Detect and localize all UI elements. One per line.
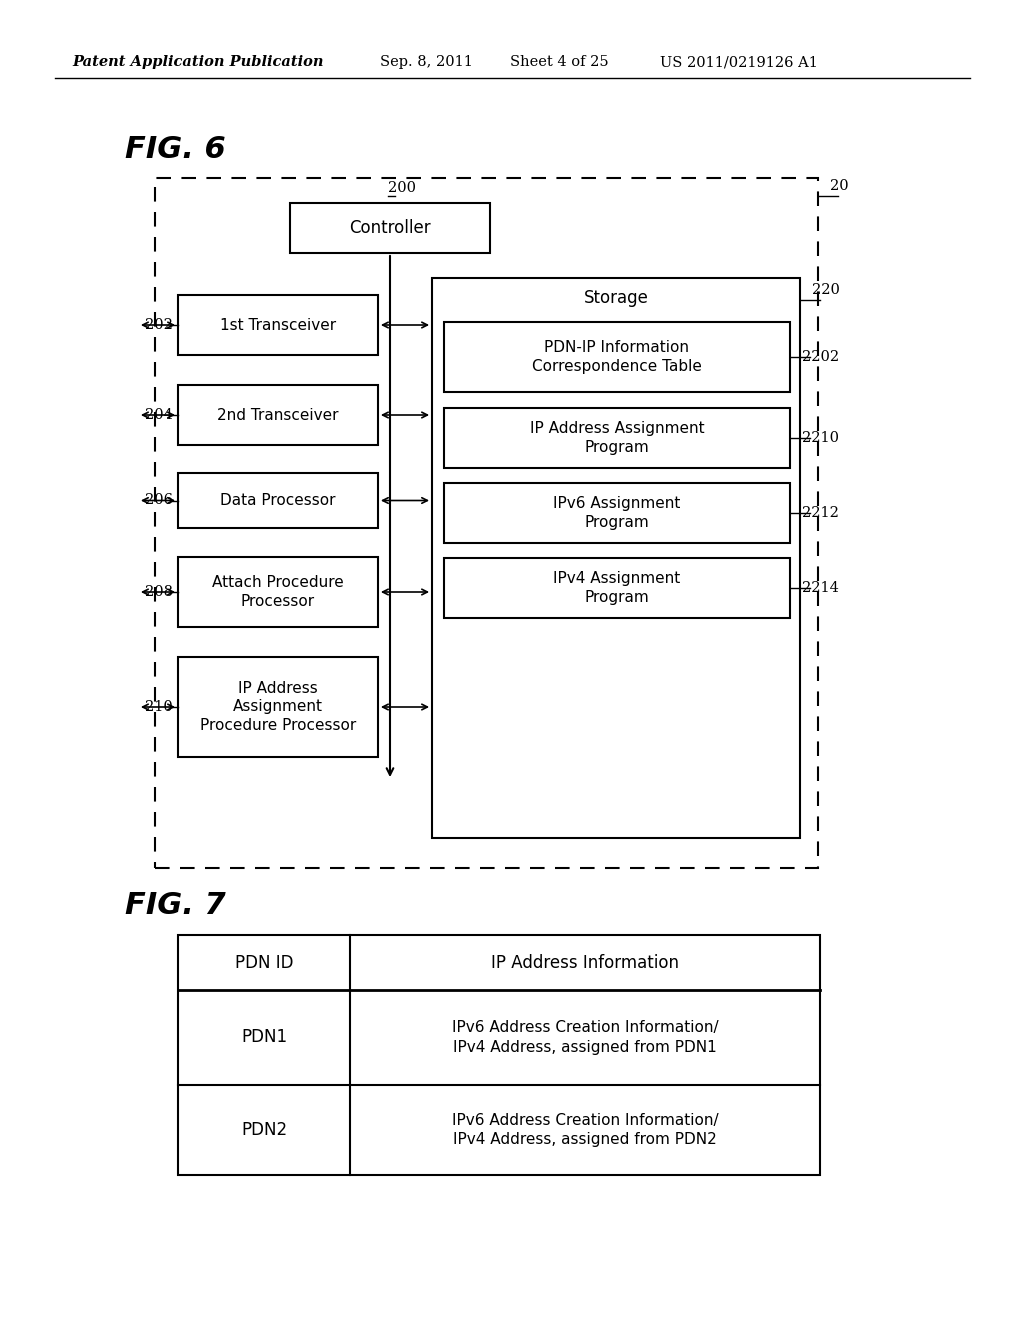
Text: FIG. 6: FIG. 6 (125, 136, 225, 165)
Text: IP Address Assignment
Program: IP Address Assignment Program (529, 421, 705, 455)
Bar (178, 385, 378, 445)
Text: IPv6 Address Creation Information/
IPv4 Address, assigned from PDN1: IPv6 Address Creation Information/ IPv4 … (452, 1020, 718, 1055)
Text: Patent Application Publication: Patent Application Publication (72, 55, 324, 69)
Text: 210: 210 (145, 700, 173, 714)
Text: Sep. 8, 2011: Sep. 8, 2011 (380, 55, 473, 69)
Bar (178, 473, 378, 528)
Text: PDN ID: PDN ID (234, 953, 293, 972)
Text: 2210: 2210 (802, 432, 839, 445)
Text: PDN1: PDN1 (241, 1028, 287, 1047)
Text: 206: 206 (145, 494, 173, 507)
Text: 208: 208 (145, 585, 173, 599)
Bar (155, 178, 818, 869)
Bar (290, 203, 490, 253)
Bar (444, 558, 790, 618)
Text: 1st Transceiver: 1st Transceiver (220, 318, 336, 333)
Text: PDN2: PDN2 (241, 1121, 287, 1139)
Text: 202: 202 (145, 318, 173, 333)
Text: 220: 220 (812, 282, 840, 297)
Text: 2202: 2202 (802, 350, 839, 364)
Text: US 2011/0219126 A1: US 2011/0219126 A1 (660, 55, 818, 69)
Text: IPv6 Assignment
Program: IPv6 Assignment Program (553, 496, 681, 529)
Text: IPv6 Address Creation Information/
IPv4 Address, assigned from PDN2: IPv6 Address Creation Information/ IPv4 … (452, 1113, 718, 1147)
Text: 2214: 2214 (802, 581, 839, 595)
Text: PDN-IP Information
Correspondence Table: PDN-IP Information Correspondence Table (532, 341, 701, 374)
Text: IP Address
Assignment
Procedure Processor: IP Address Assignment Procedure Processo… (200, 681, 356, 733)
Text: FIG. 7: FIG. 7 (125, 891, 225, 920)
Bar (178, 657, 378, 756)
Bar (432, 279, 800, 838)
Bar (178, 294, 378, 355)
Bar (178, 557, 378, 627)
Text: Sheet 4 of 25: Sheet 4 of 25 (510, 55, 608, 69)
Text: 20: 20 (830, 180, 849, 193)
Text: Storage: Storage (584, 289, 648, 308)
Text: 204: 204 (145, 408, 173, 422)
Bar (444, 483, 790, 543)
Bar (444, 408, 790, 469)
Text: IP Address Information: IP Address Information (490, 953, 679, 972)
Text: IPv4 Assignment
Program: IPv4 Assignment Program (553, 572, 681, 605)
Bar (178, 935, 820, 1175)
Text: Attach Procedure
Processor: Attach Procedure Processor (212, 576, 344, 609)
Text: 2nd Transceiver: 2nd Transceiver (217, 408, 339, 422)
Bar (444, 322, 790, 392)
Text: Controller: Controller (349, 219, 431, 238)
Text: 200: 200 (388, 181, 416, 195)
Text: Data Processor: Data Processor (220, 492, 336, 508)
Text: 2212: 2212 (802, 506, 839, 520)
